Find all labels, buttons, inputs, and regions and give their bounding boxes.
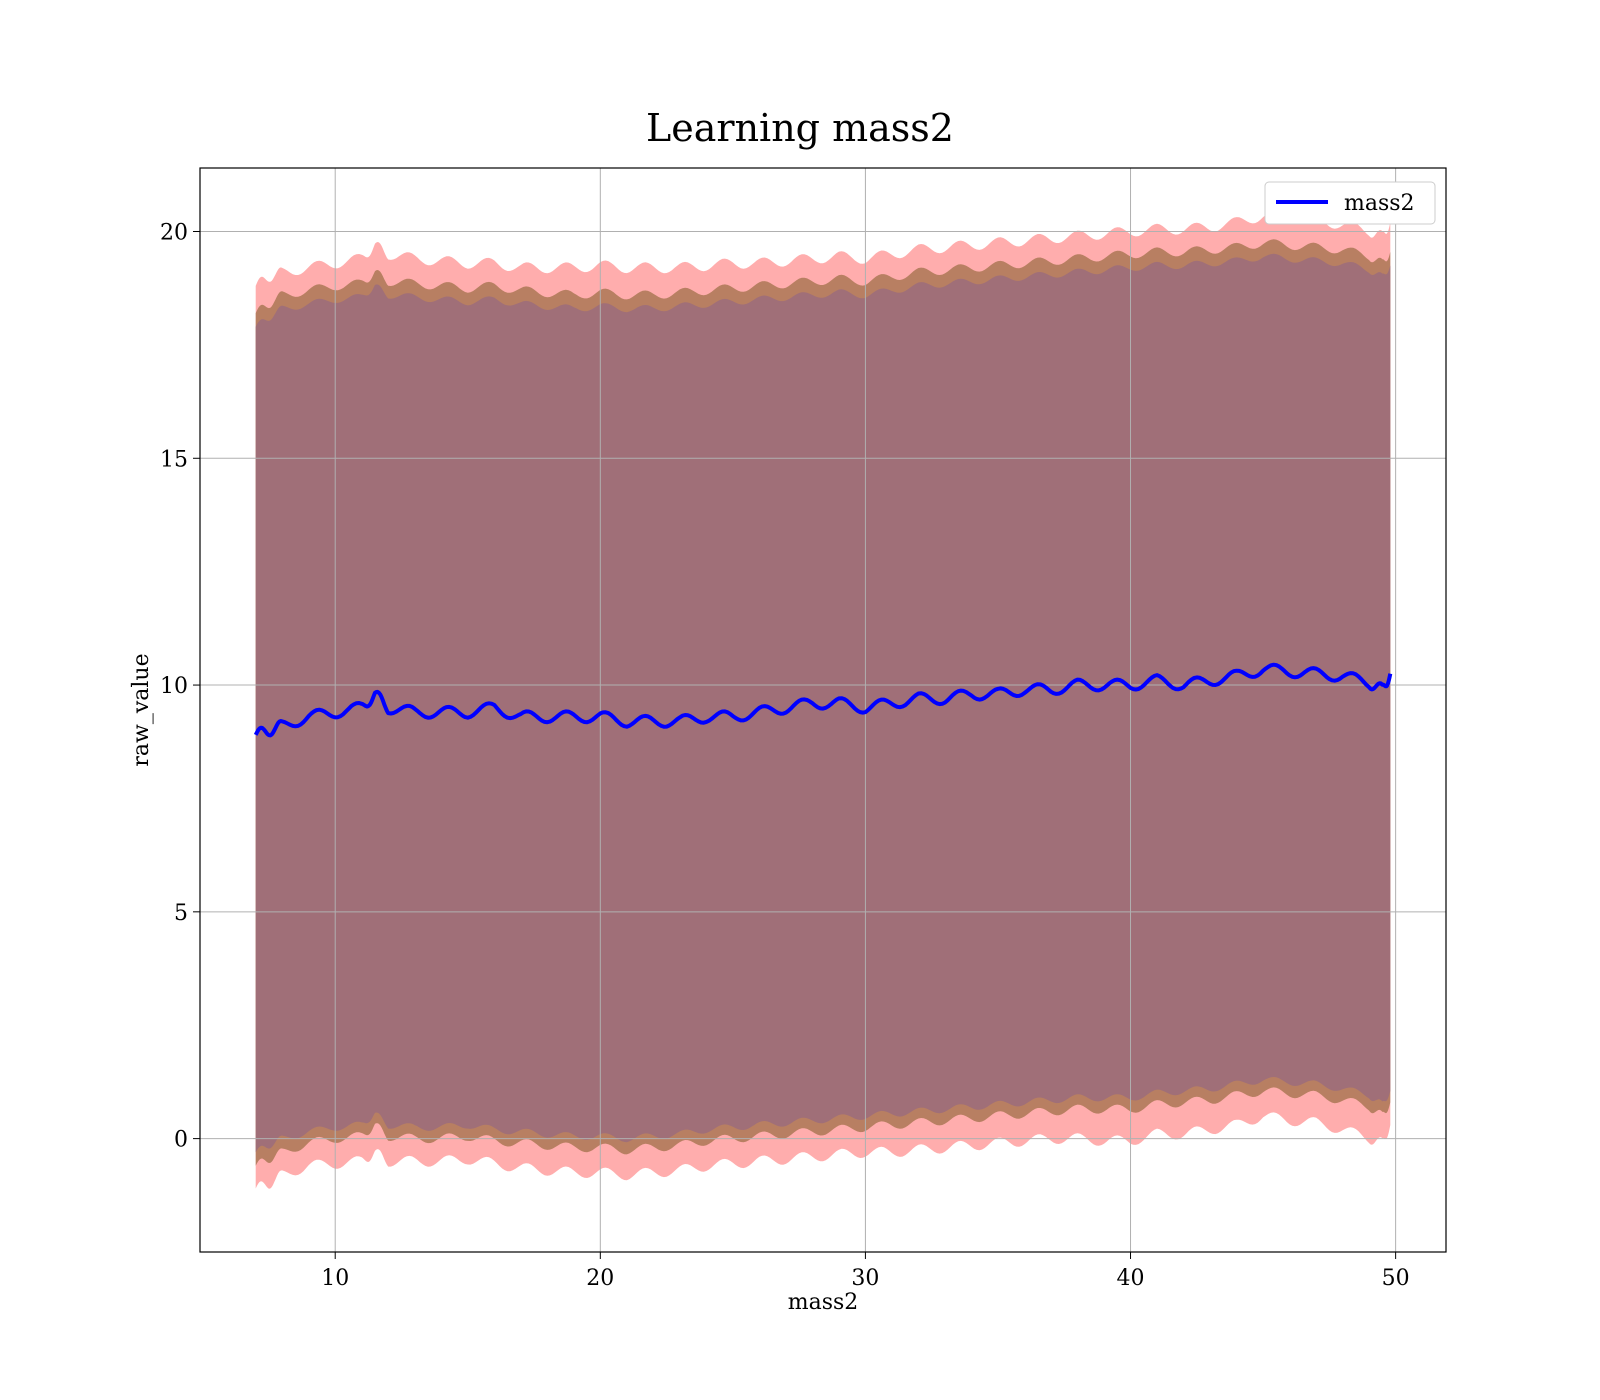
- x-tick-label: 50: [1382, 1266, 1410, 1291]
- x-tick-label: 40: [1117, 1266, 1145, 1291]
- series-lines: [253, 662, 1393, 738]
- x-tick-label: 20: [586, 1266, 614, 1291]
- x-axis-label: mass2: [788, 1290, 859, 1315]
- y-tick-label: 15: [160, 447, 188, 472]
- y-axis-label: raw_value: [129, 653, 154, 766]
- legend-box: [1264, 181, 1436, 225]
- x-ticks: 10 20 30 40 50: [321, 1252, 1410, 1291]
- y-tick-label: 10: [160, 674, 188, 699]
- chart-title: Learning mass2: [646, 106, 954, 150]
- y-tick-label: 5: [174, 901, 188, 926]
- legend-label: mass2: [1344, 191, 1415, 216]
- grid-lines: [200, 168, 1446, 1252]
- series-line-mass2: [253, 662, 1393, 738]
- y-tick-label: 20: [160, 220, 188, 245]
- x-tick-label: 10: [321, 1266, 349, 1291]
- band-inner: [255, 253, 1391, 1153]
- legend: mass2: [1264, 181, 1436, 225]
- x-tick-label: 30: [851, 1266, 879, 1291]
- y-tick-label: 0: [174, 1128, 188, 1153]
- plot-frame: [199, 167, 1447, 1253]
- y-ticks: 0 5 10 15 20: [160, 220, 200, 1153]
- uncertainty-bands: [255, 211, 1391, 1189]
